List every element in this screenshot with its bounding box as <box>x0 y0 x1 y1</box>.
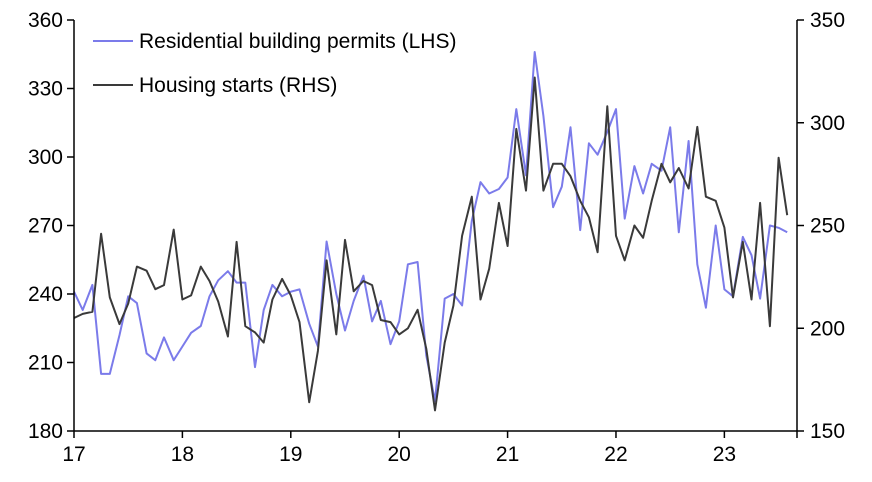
right-tick-label: 200 <box>810 317 845 340</box>
x-tick-label: 21 <box>496 443 519 466</box>
right-tick-label: 350 <box>810 9 845 32</box>
right-tick-label: 150 <box>810 420 845 443</box>
x-tick-label: 23 <box>713 443 736 466</box>
x-tick-label: 22 <box>604 443 627 466</box>
legend: Residential building permits (LHS) Housin… <box>93 30 456 97</box>
axis-layer: 180 210 240 270 300 330 360 150 200 250 300 350 17 18… <box>28 9 845 466</box>
x-tick-label: 17 <box>62 443 85 466</box>
left-tick-label: 330 <box>28 78 63 101</box>
series-line-permits <box>73 51 788 403</box>
left-tick-label: 270 <box>28 215 63 238</box>
x-tick-label: 20 <box>388 443 411 466</box>
left-tick-label: 360 <box>28 9 63 32</box>
series-line-starts <box>73 76 789 412</box>
right-tick-label: 300 <box>810 112 845 135</box>
left-tick-label: 240 <box>28 283 63 306</box>
right-tick-label: 250 <box>810 215 845 238</box>
series-layer <box>73 51 789 412</box>
legend-label: Housing starts (RHS) <box>139 74 337 97</box>
legend-label: Residential building permits (LHS) <box>139 30 456 53</box>
x-tick-label: 18 <box>171 443 194 466</box>
left-tick-label: 300 <box>28 146 63 169</box>
x-tick-label: 19 <box>279 443 302 466</box>
left-tick-label: 210 <box>28 352 63 375</box>
left-tick-label: 180 <box>28 420 63 443</box>
